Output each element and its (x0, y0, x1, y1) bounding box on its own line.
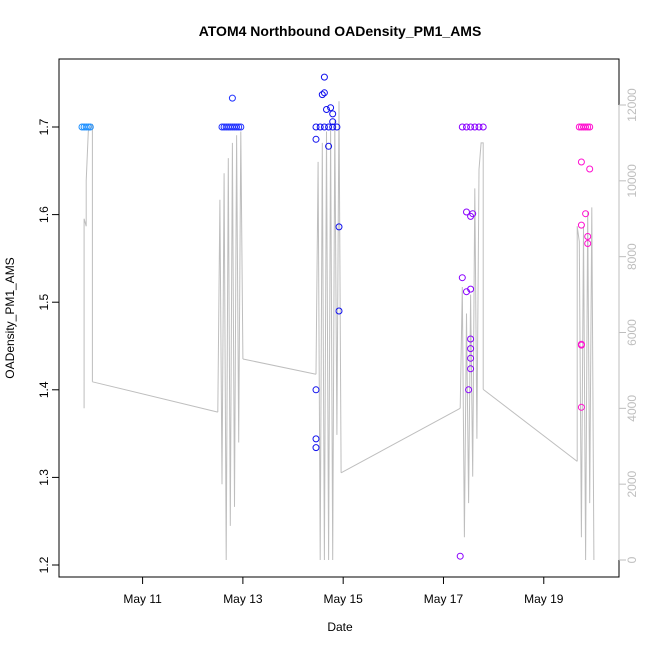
secondary-line-segment-7 (482, 389, 578, 462)
y2-tick-label-2: 4000 (625, 395, 639, 422)
points-layer (78, 73, 594, 560)
data-point-s4-6 (577, 158, 585, 166)
x-tick-label-1: May 13 (223, 592, 263, 606)
data-point-s4-10 (584, 233, 592, 240)
data-point-s2-5 (333, 123, 341, 131)
data-point-s3-6 (463, 208, 470, 216)
data-point-s2-15 (335, 223, 343, 231)
data-point-s2-7 (320, 89, 328, 97)
data-point-s3-15 (467, 365, 475, 373)
x-tick-label-2: May 15 (323, 592, 363, 606)
data-point-s4-3 (582, 123, 590, 131)
data-point-s3-2 (467, 123, 475, 131)
y2-tick-label-6: 12000 (625, 88, 639, 122)
secondary-line-segment-1 (92, 381, 218, 413)
data-point-s4-13 (577, 341, 585, 349)
data-point-s3-0 (458, 123, 466, 131)
data-point-s1-10 (228, 94, 236, 102)
data-point-s2-3 (325, 123, 333, 131)
y2-tick-label-4: 8000 (625, 243, 639, 270)
data-point-s0-4 (86, 123, 94, 131)
data-point-s2-1 (316, 123, 324, 131)
data-point-s2-8 (318, 91, 326, 99)
data-point-s2-13 (325, 142, 333, 150)
data-point-s2-17 (312, 386, 320, 394)
data-point-s3-1 (463, 123, 470, 131)
data-point-s2-4 (329, 123, 337, 131)
secondary-line-segment-2 (217, 131, 244, 561)
data-point-s4-7 (586, 165, 594, 173)
secondary-line-segment-5 (340, 407, 461, 474)
data-point-s3-8 (469, 210, 477, 218)
data-point-s4-5 (586, 123, 594, 131)
data-point-s4-14 (577, 403, 585, 411)
data-point-s3-17 (456, 552, 464, 560)
data-point-s2-16 (335, 307, 343, 315)
x-tick-label-4: May 19 (524, 592, 564, 606)
y-tick-label-0: 1.2 (37, 556, 51, 573)
secondary-line-layer (83, 101, 595, 561)
data-point-s2-2 (320, 123, 328, 131)
data-point-s3-5 (479, 123, 487, 131)
axes-layer: May 11 May 13 May 15 May 17 May 19 1.2 1.3 1.4 1… (37, 88, 639, 606)
data-point-s4-11 (584, 240, 592, 247)
data-point-s2-12 (312, 135, 320, 143)
secondary-line-segment-3 (242, 358, 317, 375)
y-tick-label-4: 1.6 (37, 206, 51, 223)
secondary-line-segment-0 (83, 123, 93, 409)
data-point-s2-9 (327, 104, 335, 112)
data-point-s3-14 (467, 354, 475, 362)
data-point-s3-16 (465, 386, 473, 394)
data-point-s2-11 (329, 110, 337, 118)
data-point-s0-2 (82, 123, 90, 131)
data-point-s2-19 (312, 444, 320, 452)
data-point-s1-9 (237, 123, 245, 131)
data-point-s3-11 (467, 285, 475, 293)
y2-tick-label-5: 10000 (625, 164, 639, 198)
y-tick-label-2: 1.4 (37, 381, 51, 398)
data-point-s4-8 (582, 210, 590, 218)
data-point-s2-6 (320, 73, 328, 81)
x-tick-label-3: May 17 (424, 592, 464, 606)
data-point-s3-4 (475, 123, 483, 131)
secondary-line-segment-6 (459, 142, 484, 538)
data-point-s3-12 (467, 335, 475, 343)
secondary-line-segment-8 (576, 207, 595, 561)
data-point-s2-14 (329, 118, 337, 126)
data-point-s1-7 (233, 123, 241, 131)
data-point-s4-4 (584, 123, 592, 131)
data-point-s3-3 (471, 123, 479, 131)
data-point-s2-0 (312, 123, 320, 131)
data-point-s0-3 (84, 123, 92, 131)
y-tick-label-5: 1.7 (37, 118, 51, 135)
y2-tick-label-1: 2000 (625, 470, 639, 497)
y2-tick-label-3: 6000 (625, 319, 639, 346)
data-point-s2-10 (323, 106, 330, 113)
data-point-s3-9 (458, 274, 466, 282)
y-tick-label-1: 1.3 (37, 469, 51, 486)
y-tick-label-3: 1.5 (37, 294, 51, 311)
y-axis-label: OADensity_PM1_AMS (3, 257, 17, 378)
data-point-s1-8 (235, 123, 243, 131)
chart-title: ATOM4 Northbound OADensity_PM1_AMS (199, 23, 482, 39)
data-point-s2-18 (312, 435, 320, 443)
data-point-s4-9 (577, 221, 585, 229)
secondary-line-segment-4 (315, 101, 342, 561)
x-tick-label-0: May 11 (123, 592, 162, 606)
x-axis-label: Date (327, 620, 353, 634)
data-point-s3-13 (467, 345, 475, 353)
y2-tick-label-0: 0 (625, 556, 639, 563)
